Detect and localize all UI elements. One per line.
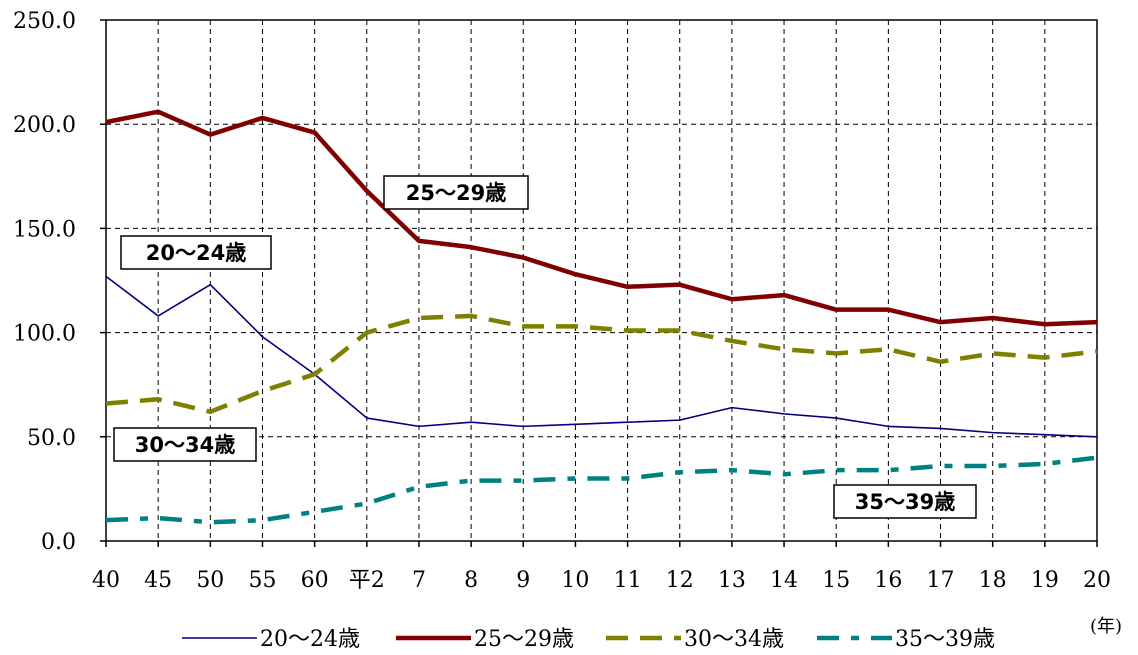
- legend-label: 20～24歳: [260, 627, 360, 652]
- y-tick-label: 200.0: [13, 113, 76, 138]
- annotation-35-39: 35～39歳: [833, 484, 977, 519]
- x-tick-label: 19: [1031, 568, 1059, 593]
- x-tick-label: 10: [561, 568, 589, 593]
- x-tick-label: 14: [770, 568, 798, 593]
- annotation-30-34: 30～34歳: [113, 427, 257, 462]
- y-tick-label: 0.0: [41, 530, 76, 555]
- x-tick-label: 9: [516, 568, 530, 593]
- legend-label: 25～29歳: [474, 627, 574, 652]
- x-tick-label: 11: [614, 568, 642, 593]
- axes: [100, 19, 1098, 547]
- x-tick-label: 60: [301, 568, 329, 593]
- legend: 20～24歳 25～29歳 30～34歳 35～39歳: [182, 627, 995, 652]
- x-tick-label: 16: [874, 568, 902, 593]
- x-tick-label: 55: [248, 568, 276, 593]
- series-line-3: [105, 455, 1098, 525]
- series-line-2: [105, 313, 1098, 415]
- x-tick-label: 12: [666, 568, 694, 593]
- series-lines: [105, 109, 1098, 525]
- x-tick-label: 40: [92, 568, 120, 593]
- y-tick-label: 100.0: [13, 322, 76, 347]
- x-tick-label: 20: [1083, 568, 1111, 593]
- x-tick-label: 平2: [349, 568, 385, 593]
- x-axis-ticks: 40 45 50 55 60 平2 7 8 9 10 11 12 13 14 15 16 17 18 19 20: [92, 568, 1111, 593]
- annotation-20-24-label: 20～24歳: [146, 241, 246, 265]
- legend-label: 30～34歳: [684, 627, 784, 652]
- x-unit-label: (年): [1090, 616, 1122, 637]
- annotation-20-24: 20～24歳: [120, 235, 272, 270]
- plot-frame: [105, 19, 1098, 542]
- x-tick-label: 13: [718, 568, 746, 593]
- x-tick-label: 17: [927, 568, 955, 593]
- x-tick-label: 50: [196, 568, 224, 593]
- annotation-25-29-label: 25～29歳: [406, 181, 506, 205]
- y-tick-label: 150.0: [13, 217, 76, 242]
- legend-item-0: 20～24歳: [182, 627, 360, 652]
- x-tick-label: 45: [144, 568, 172, 593]
- y-axis-ticks: 0.0 50.0 100.0 150.0 200.0 250.0: [13, 9, 76, 555]
- x-tick-label: 18: [979, 568, 1007, 593]
- x-tick-label: 7: [412, 568, 426, 593]
- series-line-0: [105, 275, 1098, 438]
- y-tick-label: 250.0: [13, 9, 76, 34]
- x-tick-label: 8: [464, 568, 478, 593]
- legend-item-2: 30～34歳: [606, 627, 784, 652]
- annotation-30-34-label: 30～34歳: [135, 433, 235, 457]
- y-tick-label: 50.0: [27, 426, 76, 451]
- annotation-35-39-label: 35～39歳: [855, 490, 955, 514]
- series-line-1: [105, 109, 1098, 327]
- legend-item-3: 35～39歳: [817, 627, 995, 652]
- annotation-25-29: 25～29歳: [383, 175, 529, 210]
- legend-label: 35～39歳: [895, 627, 995, 652]
- series-annotations: 25～29歳 20～24歳 30～34歳 35～39歳: [113, 175, 977, 519]
- legend-item-1: 25～29歳: [396, 627, 574, 652]
- x-tick-label: 15: [822, 568, 850, 593]
